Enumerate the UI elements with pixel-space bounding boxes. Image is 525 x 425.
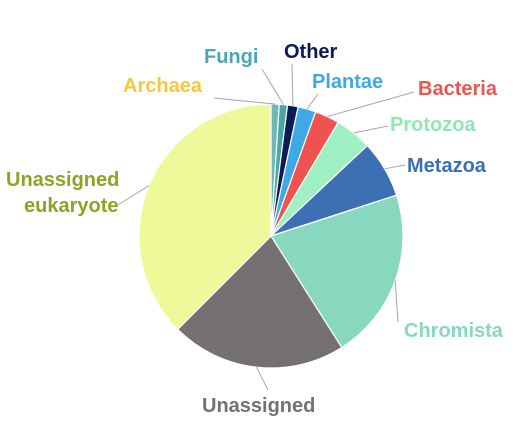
- label-unassigned: Unassigned: [202, 395, 315, 417]
- leader-line-protozoa: [353, 125, 389, 134]
- leader-line-unassigned: [256, 366, 269, 391]
- label-other: Other: [284, 41, 338, 63]
- leader-line-chromista: [394, 280, 399, 323]
- pie-slice-unassigned: [176, 235, 343, 369]
- label-plantae: Plantae: [312, 71, 383, 93]
- leader-line-fungi: [261, 68, 284, 105]
- leader-line-unassigned-eukaryote: [117, 185, 150, 206]
- label-protozoa: Protozoa: [390, 114, 476, 136]
- leader-line-metazoa: [384, 164, 406, 170]
- pie-slices: [138, 103, 404, 369]
- label-unassigned-eukaryote: Unassigned eukaryote: [6, 169, 119, 217]
- leader-line-bacteria: [327, 91, 415, 118]
- leader-lines: [117, 63, 415, 391]
- leader-line-plantae: [306, 93, 319, 110]
- pie-slice-unassigned-eukaryote: [138, 103, 272, 331]
- pie-slice-chromista: [270, 194, 404, 349]
- label-metazoa: Metazoa: [407, 155, 487, 177]
- label-chromista: Chromista: [404, 320, 504, 342]
- label-bacteria: Bacteria: [418, 78, 498, 100]
- label-fungi: Fungi: [204, 46, 258, 68]
- leader-line-other: [291, 63, 294, 106]
- leader-line-archaea: [213, 97, 276, 105]
- label-archaea: Archaea: [123, 75, 203, 97]
